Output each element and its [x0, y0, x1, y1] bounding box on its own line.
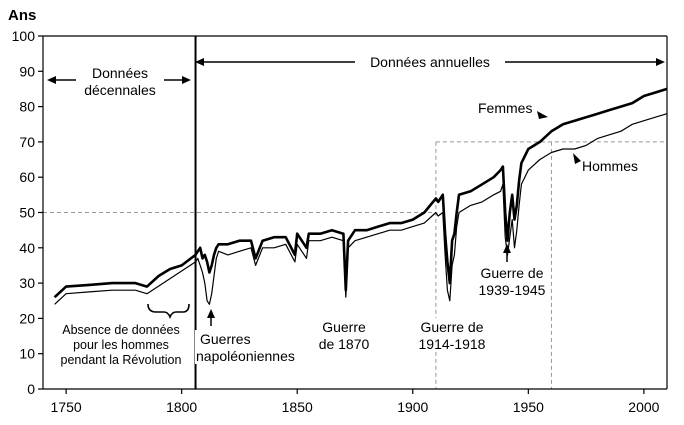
napoleon-line1: Guerres — [200, 331, 251, 347]
x-tick-label-1900: 1900 — [397, 399, 428, 415]
y-tick-label-20: 20 — [19, 310, 35, 326]
decennial-label-line1: Données — [92, 65, 148, 81]
y-tick-label-90: 90 — [19, 63, 35, 79]
decennial-label-line2: décennales — [84, 82, 156, 98]
y-tick-label-100: 100 — [12, 28, 36, 44]
napoleon-arrow — [207, 309, 215, 326]
absence-bracket — [147, 303, 190, 320]
series-femmes — [53, 87, 668, 299]
absence-line1: Absence de données — [62, 323, 179, 337]
series-hommes — [54, 113, 668, 305]
y-tick-label-10: 10 — [19, 346, 35, 362]
hommes-label: Hommes — [582, 158, 638, 174]
war1870-line1: Guerre — [322, 319, 366, 335]
absence-line3: pendant la Révolution — [61, 353, 182, 367]
x-tick-label-1750: 1750 — [51, 399, 82, 415]
x-tick-label-1950: 1950 — [513, 399, 544, 415]
femmes-pointer — [537, 111, 548, 119]
hommes-pointer — [573, 153, 581, 164]
y-axis-label: Ans — [8, 7, 36, 24]
war1870-line2: de 1870 — [319, 336, 370, 352]
y-tick-label-60: 60 — [19, 169, 35, 185]
y-tick-label-0: 0 — [27, 381, 35, 397]
y-tick-label-30: 30 — [19, 275, 35, 291]
ww2-arrow — [503, 244, 511, 262]
y-tick-label-40: 40 — [19, 240, 35, 256]
ww1-line2: 1914-1918 — [419, 336, 486, 352]
x-tick-label-1800: 1800 — [166, 399, 197, 415]
femmes-label: Femmes — [478, 100, 532, 116]
x-tick-label-2000: 2000 — [628, 399, 659, 415]
y-tick-label-50: 50 — [19, 205, 35, 221]
x-tick-label-1850: 1850 — [282, 399, 313, 415]
ww1-line1: Guerre de — [420, 319, 483, 335]
absence-line2: pour les hommes — [73, 338, 169, 352]
napoleon-line2: napoléoniennes — [196, 348, 295, 364]
annual-label: Données annuelles — [370, 54, 490, 70]
y-tick-label-80: 80 — [19, 99, 35, 115]
y-tick-label-70: 70 — [19, 134, 35, 150]
ww2-line1: Guerre de — [480, 265, 543, 281]
ww2-line2: 1939-1945 — [479, 282, 546, 298]
